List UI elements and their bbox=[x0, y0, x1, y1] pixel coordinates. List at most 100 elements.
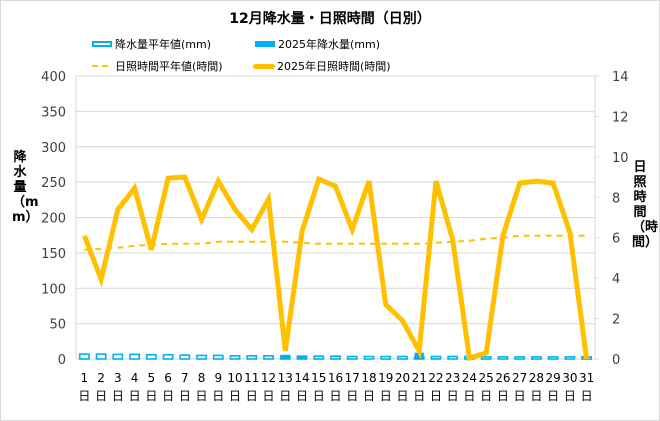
x-tick-suffix: 日 bbox=[363, 389, 375, 403]
x-tick-day: 23 bbox=[445, 371, 460, 385]
bar-normal bbox=[530, 356, 542, 360]
precipitation-bars bbox=[78, 352, 593, 360]
bar-normal bbox=[162, 353, 174, 360]
right-tick-label: 12 bbox=[612, 110, 629, 125]
legend-item-sun-2025: 2025年日照時間(時間) bbox=[253, 58, 391, 74]
x-tick-suffix: 日 bbox=[279, 389, 291, 403]
bar-2025 bbox=[314, 358, 324, 359]
x-tick-day: 30 bbox=[562, 371, 577, 385]
x-tick-suffix: 日 bbox=[581, 389, 593, 403]
x-tick-day: 26 bbox=[495, 371, 510, 385]
right-tick-label: 0 bbox=[612, 353, 620, 368]
x-tick-day: 5 bbox=[148, 371, 156, 385]
left-tick-label: 100 bbox=[41, 282, 66, 297]
x-tick-day: 29 bbox=[546, 371, 561, 385]
bar-normal bbox=[330, 355, 341, 360]
gridlines bbox=[75, 75, 599, 360]
x-tick-day: 28 bbox=[529, 371, 544, 385]
bar-normal bbox=[397, 355, 408, 360]
x-tick-suffix: 日 bbox=[514, 389, 526, 403]
line-sunshine-normal bbox=[84, 234, 587, 251]
x-tick-day: 31 bbox=[579, 371, 594, 385]
x-tick-suffix: 日 bbox=[313, 389, 325, 403]
left-tick-label: 250 bbox=[41, 176, 66, 191]
bar-normal bbox=[95, 353, 107, 360]
x-tick-day: 3 bbox=[114, 371, 122, 385]
bar-normal bbox=[229, 355, 241, 360]
x-tick-suffix: 日 bbox=[497, 389, 509, 403]
left-tick-label: 400 bbox=[41, 70, 66, 85]
x-tick-day: 1 bbox=[81, 371, 89, 385]
x-tick-suffix: 日 bbox=[95, 389, 107, 403]
x-tick-suffix: 日 bbox=[145, 389, 157, 403]
bar-normal bbox=[246, 355, 258, 360]
right-tick-label: 4 bbox=[612, 272, 620, 287]
x-tick-suffix: 日 bbox=[129, 389, 141, 403]
x-tick-day: 6 bbox=[164, 371, 172, 385]
x-tick-day: 22 bbox=[428, 371, 443, 385]
x-tick-day: 12 bbox=[261, 371, 276, 385]
bar-normal bbox=[514, 356, 526, 360]
bar-2025 bbox=[297, 356, 307, 359]
legend-item-rain-2025: 2025年降水量(mm) bbox=[255, 36, 380, 52]
legend-item-sun-normal: 日照時間平年値(時間) bbox=[92, 58, 223, 74]
bar-normal bbox=[129, 353, 141, 360]
bar-normal bbox=[145, 353, 157, 360]
legend-label: 降水量平年値(mm) bbox=[115, 38, 212, 51]
x-tick-day: 14 bbox=[294, 371, 309, 385]
x-tick-suffix: 日 bbox=[162, 389, 174, 403]
legend-item-rain-normal: 降水量平年値(mm) bbox=[92, 36, 211, 52]
bar-normal bbox=[480, 356, 492, 360]
legend-label: 2025年降水量(mm) bbox=[278, 38, 381, 51]
left-axis-ticks: 0 50 100 150 200 250 300 350 400 bbox=[41, 70, 66, 368]
x-tick-suffix: 日 bbox=[530, 389, 542, 403]
x-tick-suffix: 日 bbox=[564, 389, 576, 403]
right-tick-label: 10 bbox=[612, 151, 629, 166]
x-tick-day: 15 bbox=[311, 371, 326, 385]
x-tick-suffix: 日 bbox=[212, 389, 224, 403]
x-tick-day: 21 bbox=[412, 371, 427, 385]
x-tick-suffix: 日 bbox=[78, 389, 90, 403]
x-tick-suffix: 日 bbox=[447, 389, 459, 403]
x-tick-suffix: 日 bbox=[547, 389, 559, 403]
left-tick-label: 200 bbox=[41, 212, 66, 227]
x-tick-suffix: 日 bbox=[480, 389, 492, 403]
x-tick-suffix: 日 bbox=[229, 389, 241, 403]
x-tick-suffix: 日 bbox=[413, 389, 425, 403]
bar-normal bbox=[564, 356, 576, 360]
x-tick-suffix: 日 bbox=[296, 389, 308, 403]
legend-dashed-line-icon bbox=[92, 65, 112, 67]
x-tick-day: 7 bbox=[181, 371, 189, 385]
bar-normal bbox=[380, 355, 392, 360]
legend-label: 2025年日照時間(時間) bbox=[277, 60, 391, 73]
legend-label: 日照時間平年値(時間) bbox=[115, 60, 223, 73]
x-tick-day: 2 bbox=[97, 371, 105, 385]
bar-normal bbox=[363, 355, 375, 360]
left-tick-label: 50 bbox=[49, 318, 66, 333]
left-tick-label: 300 bbox=[41, 141, 66, 156]
bar-normal bbox=[497, 356, 509, 360]
x-tick-day: 25 bbox=[479, 371, 494, 385]
bar-2025 bbox=[431, 358, 441, 359]
x-tick-day: 17 bbox=[345, 371, 360, 385]
line-sunshine-2025 bbox=[82, 174, 590, 362]
x-tick-suffix: 日 bbox=[396, 389, 408, 403]
x-tick-suffix: 日 bbox=[430, 389, 442, 403]
right-tick-label: 6 bbox=[612, 232, 620, 247]
x-tick-day: 11 bbox=[244, 371, 259, 385]
x-tick-day: 10 bbox=[227, 371, 242, 385]
left-tick-label: 0 bbox=[58, 353, 66, 368]
chart-title: 12月降水量・日照時間（日別） bbox=[229, 11, 431, 27]
bar-normal bbox=[212, 354, 224, 360]
legend-solid-bar-icon bbox=[255, 41, 275, 47]
x-tick-day: 19 bbox=[378, 371, 393, 385]
x-tick-suffix: 日 bbox=[196, 389, 208, 403]
x-tick-day: 24 bbox=[462, 371, 477, 385]
x-tick-suffix: 日 bbox=[112, 389, 124, 403]
x-tick-suffix: 日 bbox=[329, 389, 341, 403]
right-tick-label: 2 bbox=[612, 313, 620, 328]
legend-hollow-bar-icon bbox=[92, 41, 112, 47]
bar-normal bbox=[196, 354, 207, 360]
